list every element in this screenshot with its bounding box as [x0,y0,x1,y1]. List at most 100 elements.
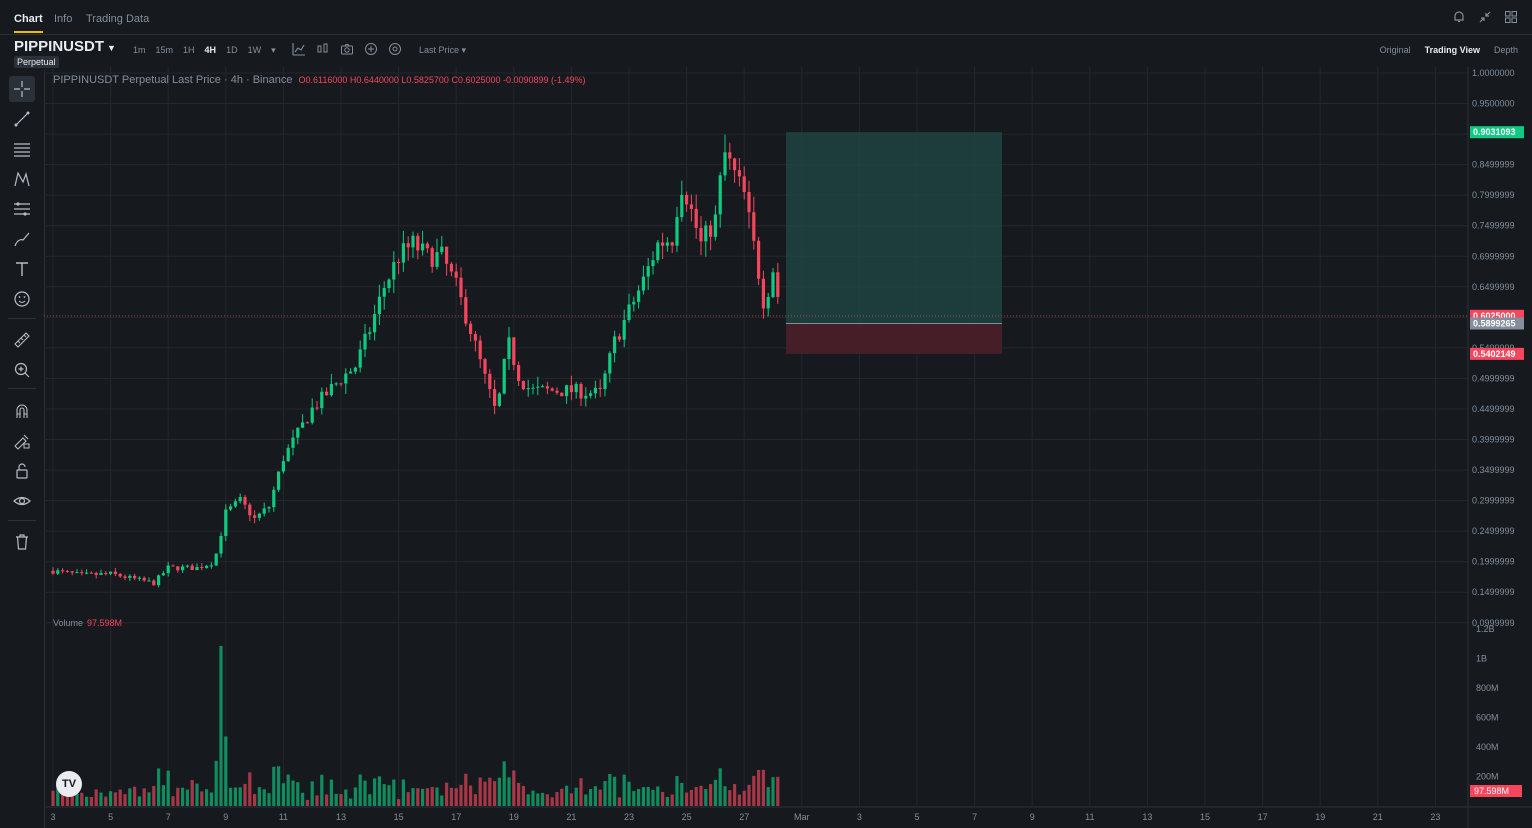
volume-bar [425,788,429,806]
price-badge [1470,126,1524,139]
price-badge-label: 0.5402149 [1473,349,1516,359]
text-icon[interactable] [9,256,35,282]
horizontal-lines-icon[interactable] [9,136,35,162]
candle [622,320,626,340]
tool-divider [8,520,36,521]
tab-info[interactable]: Info [54,13,73,25]
candle [181,566,185,571]
candle [301,422,305,428]
ruler-icon[interactable] [9,327,35,353]
time-tick-label: Mar [794,812,810,822]
candle [65,570,69,572]
tab-chart[interactable]: Chart [14,13,43,33]
interval-15m[interactable]: 15m [155,45,174,55]
candle [387,279,391,289]
candle [320,391,324,409]
volume-bar [728,790,732,806]
view-original[interactable]: Original [1379,45,1411,55]
candle [238,497,242,502]
zoom-in-icon[interactable] [9,357,35,383]
volume-bar [118,789,122,806]
bell-icon[interactable] [1452,10,1466,24]
interval-1m[interactable]: 1m [133,45,146,55]
candle [229,506,233,510]
volume-bar [646,787,650,806]
volume-bar [766,787,770,806]
fib-icon[interactable] [9,196,35,222]
pattern-icon[interactable] [9,166,35,192]
volume-bar [608,774,612,806]
time-tick-label: 15 [1200,812,1210,822]
volume-bar [579,778,583,806]
unlock-icon[interactable] [9,458,35,484]
interval-1w[interactable]: 1W [247,45,262,55]
volume-bar [104,796,108,806]
candle [104,573,108,575]
candle [344,373,348,384]
candle [51,570,55,574]
profit-zone [786,132,1002,324]
volume-bar [483,781,487,806]
candle [349,371,353,374]
candle [176,566,180,571]
camera-icon[interactable] [339,41,355,57]
tab-trading-data[interactable]: Trading Data [86,13,150,25]
emoji-icon[interactable] [9,286,35,312]
candle [579,383,583,399]
grid-icon[interactable] [1504,10,1518,24]
add-icon[interactable] [363,41,379,57]
candle [445,246,449,264]
interval-1h[interactable]: 1H [183,45,195,55]
price-tick-label: 1.0000000 [1472,68,1515,78]
volume-bar [133,786,137,806]
legend-ohlc: O0.6116000 H0.6440000 L0.5825700 C0.6025… [298,75,586,85]
trend-line-icon[interactable] [9,106,35,132]
interval-1d[interactable]: 1D [226,45,238,55]
candle [521,380,525,390]
candle [329,384,333,396]
interval-4h[interactable]: 4H [204,45,217,55]
volume-bar [574,787,578,806]
volume-bar [176,787,180,806]
more-intervals-icon[interactable]: ▾ [271,45,276,55]
collapse-icon[interactable] [1478,10,1492,24]
settings-icon[interactable] [387,41,403,57]
candle [296,427,300,438]
candle [617,336,621,340]
trash-icon[interactable] [9,529,35,555]
volume-bar [661,791,665,806]
volume-bar [718,768,722,806]
volume-bar [392,779,396,806]
price-chart[interactable]: 1.00000000.95000000.89999990.84999990.79… [44,67,1532,828]
candle [454,271,458,278]
candle [502,358,506,394]
indicators-icon[interactable] [291,41,307,57]
volume-value: 97.598M [87,618,123,628]
candle [593,387,597,394]
candle [497,393,501,406]
volume-bar [171,796,175,806]
tradingview-logo[interactable]: TV [56,771,82,797]
candle [123,576,127,578]
brush-icon[interactable] [9,226,35,252]
volume-bar [497,777,501,806]
magnet-icon[interactable] [9,398,35,424]
price-type-selector[interactable]: Last Price ▾ [419,45,466,56]
volume-bar [353,787,357,806]
time-tick-label: 13 [336,812,346,822]
volume-bar [128,788,132,806]
view-depth[interactable]: Depth [1493,45,1518,55]
view-trading-view[interactable]: Trading View [1424,45,1480,55]
volume-bar [584,794,588,806]
volume-bar [526,794,530,806]
candle [713,214,717,237]
chart-type-icon[interactable] [315,41,331,57]
candle [401,243,405,263]
eye-icon[interactable] [9,488,35,514]
candle [109,571,113,574]
crosshair-icon[interactable] [9,76,35,102]
volume-bar [377,776,381,806]
lock-drawing-icon[interactable] [9,428,35,454]
volume-bar [603,781,607,806]
symbol-selector[interactable]: PIPPINUSDT ▼ [14,38,116,55]
